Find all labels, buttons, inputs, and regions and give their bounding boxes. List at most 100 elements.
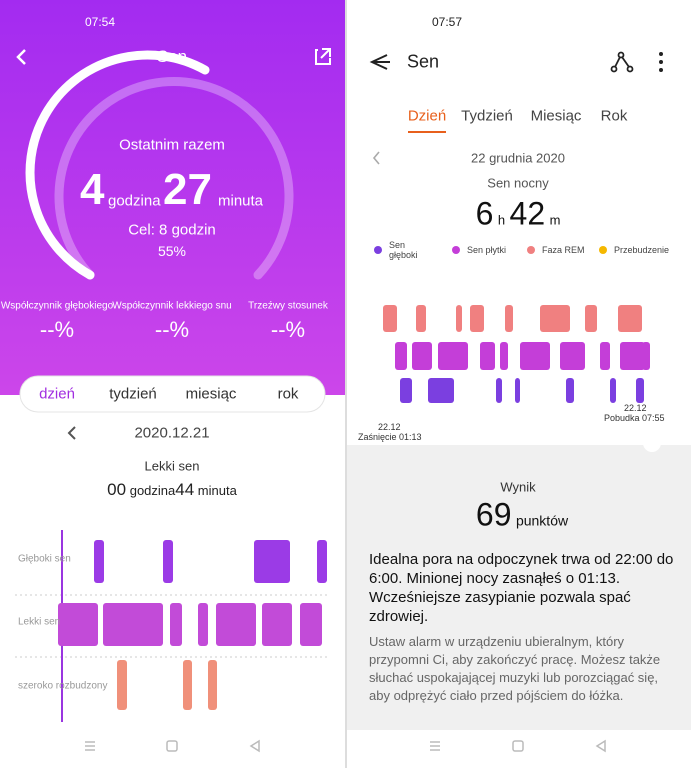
hypnogram-right: [383, 305, 650, 403]
minutes: 44: [175, 480, 195, 499]
stage-segment: [610, 378, 616, 403]
stage-segment: [642, 342, 650, 370]
stat-label: Trzeźwy stosunek: [248, 300, 328, 312]
status-time: 07:57: [431, 15, 463, 29]
stage-segment: [412, 342, 432, 370]
stage-segment: [618, 305, 642, 332]
advice: Idealna pora na odpoczynek trwa od 22:00…: [369, 551, 674, 625]
start-label: Zaśnięcie 01:13: [358, 432, 422, 442]
summary-label: Ostatnim razem: [119, 136, 225, 154]
stat-value: --%: [270, 317, 306, 342]
title: Sen: [407, 51, 440, 72]
duration: 6 h 42 m: [476, 196, 561, 233]
stage-segment: [515, 378, 520, 403]
stat-value: --%: [154, 317, 190, 342]
share-button[interactable]: [315, 48, 331, 65]
stat-label: Współczynnik lekkiego snu: [112, 300, 232, 312]
stage-segment: [600, 342, 610, 370]
stage-segment: [416, 305, 426, 332]
stage-segment: [400, 378, 412, 403]
hours-unit: h: [497, 212, 506, 228]
header-bg: [0, 0, 345, 395]
date: 2020.12.21: [134, 424, 210, 442]
goal: Cel: 8 godzin: [128, 221, 216, 239]
stage-segment: [496, 378, 502, 403]
tab[interactable]: Miesiąc: [530, 107, 582, 125]
gauge-progress: [25, 50, 210, 280]
nav-bar[interactable]: [85, 739, 606, 753]
legend-dot: [374, 246, 382, 254]
stage-segment: [117, 660, 127, 710]
score-value: 69: [475, 496, 512, 533]
stage-segment: [560, 342, 585, 370]
stage-segment: [585, 305, 597, 332]
stage-segment: [163, 540, 173, 583]
hours-unit: godzina: [129, 483, 176, 498]
legend-label: Sen płytki: [467, 245, 507, 255]
minutes-unit: m: [549, 212, 561, 228]
end-label: Pobudka 07:55: [604, 413, 665, 423]
stage-segment: [428, 378, 454, 403]
back-button[interactable]: [369, 54, 390, 70]
stage-label: Lekki sen: [18, 616, 61, 628]
stage-segment: [300, 603, 322, 646]
stage-label: szeroko rozbudzony: [18, 680, 108, 692]
stage-segment: [58, 603, 98, 646]
score-unit: punktów: [515, 512, 569, 529]
hours-unit: godzina: [108, 192, 161, 210]
minutes-unit: minuta: [218, 192, 264, 210]
tab[interactable]: dzień: [39, 385, 75, 403]
tab[interactable]: miesiąc: [185, 385, 237, 403]
tab-bar: [19, 375, 326, 413]
start-date: 22.12: [378, 422, 401, 432]
stage-segment: [170, 603, 182, 646]
stage-segment: [520, 342, 550, 370]
stage-segment: [208, 660, 217, 710]
stage-segment: [636, 378, 644, 403]
title: Sen: [156, 47, 188, 66]
tab[interactable]: Rok: [600, 107, 628, 125]
legend-dot: [599, 246, 607, 254]
score: 69 punktów: [476, 497, 568, 534]
legend-label: Przebudzenie: [614, 245, 670, 255]
stage-segment: [262, 603, 292, 646]
info-bg: [347, 445, 691, 730]
stat-value: --%: [39, 317, 75, 342]
divider: [345, 0, 347, 768]
stage-segment: [566, 378, 574, 403]
share-button[interactable]: [610, 51, 634, 73]
back-button[interactable]: [16, 49, 26, 65]
stage-segment: [500, 342, 508, 370]
stage-segment: [620, 342, 645, 370]
tip: Ustaw alarm w urządzeniu ubieralnym, któ…: [369, 634, 661, 703]
tab[interactable]: tydzień: [109, 385, 157, 403]
stage-segment: [456, 305, 462, 332]
legend-dot: [527, 246, 535, 254]
stage-label: Głęboki sen: [18, 553, 71, 565]
tab[interactable]: rok: [277, 385, 299, 403]
stage-segment: [470, 305, 484, 332]
progress: 55%: [157, 243, 187, 259]
prev-day[interactable]: [372, 151, 380, 165]
detail-label: Lekki sen: [144, 458, 200, 474]
hours: 6: [475, 195, 494, 232]
prev-day[interactable]: [67, 426, 76, 440]
bubble: [643, 434, 661, 452]
menu-button[interactable]: [659, 52, 663, 72]
gauge-track: [54, 76, 294, 280]
tab[interactable]: Tydzień: [461, 107, 513, 125]
date: 22 grudnia 2020: [471, 150, 565, 166]
stage-segment: [395, 342, 407, 370]
summary-label: Sen nocny: [487, 175, 549, 191]
stage-segment: [216, 603, 256, 646]
legend-dot: [452, 246, 460, 254]
stage-segment: [317, 540, 327, 583]
tab[interactable]: Dzień: [407, 107, 447, 125]
hypnogram-left: [58, 540, 327, 710]
minutes-unit: minuta: [197, 483, 237, 498]
minutes: 27: [163, 165, 212, 214]
stage-segment: [254, 540, 290, 583]
hours: 4: [80, 165, 105, 214]
status-time: 07:54: [84, 15, 116, 29]
